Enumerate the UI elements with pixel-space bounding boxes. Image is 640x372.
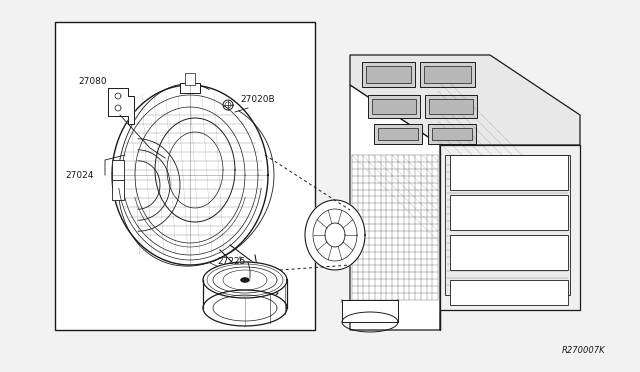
Bar [450,155,568,190]
Polygon shape [425,95,477,118]
Bar [450,280,568,305]
Polygon shape [368,95,420,118]
Text: 27225: 27225 [217,257,245,266]
Polygon shape [305,200,365,270]
Polygon shape [432,128,472,140]
Polygon shape [420,62,475,87]
Polygon shape [203,290,287,326]
Bar [342,300,398,322]
Text: 27020B: 27020B [240,96,275,105]
Polygon shape [112,85,268,265]
Polygon shape [429,99,473,114]
Polygon shape [428,124,476,144]
Bar [185,73,195,85]
Bar [112,180,124,200]
Text: 27080: 27080 [78,77,107,87]
Bar [445,155,570,295]
Polygon shape [366,66,411,83]
Polygon shape [203,262,287,298]
Polygon shape [350,55,580,145]
Bar [180,83,200,93]
Polygon shape [350,85,440,330]
Polygon shape [241,278,249,282]
Polygon shape [372,99,416,114]
Polygon shape [362,62,415,87]
Bar [112,160,124,188]
Polygon shape [374,124,422,144]
Polygon shape [440,145,580,330]
Bar [55,22,315,330]
Polygon shape [424,66,471,83]
Polygon shape [378,128,418,140]
Bar [450,195,568,230]
Text: R270007K: R270007K [561,346,605,355]
Text: 27024: 27024 [65,170,93,180]
Polygon shape [223,100,233,110]
Polygon shape [108,88,134,124]
Bar [450,235,568,270]
